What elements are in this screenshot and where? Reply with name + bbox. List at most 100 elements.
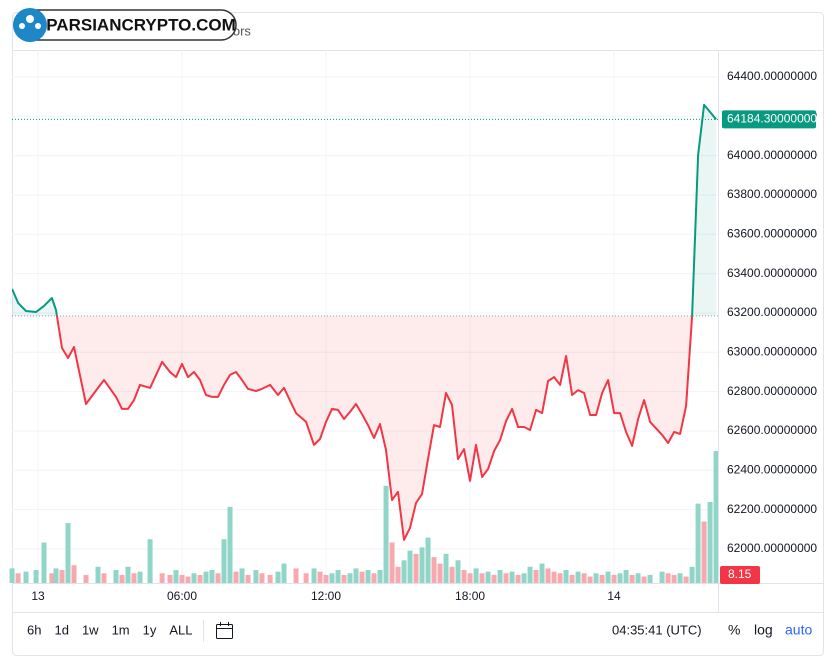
volume-bar xyxy=(83,574,89,583)
auto-toggle[interactable]: auto xyxy=(785,622,812,638)
volume-bar xyxy=(545,568,551,583)
volume-bar xyxy=(551,571,557,583)
volume-bar xyxy=(461,570,467,583)
x-tick-label: 12:00 xyxy=(311,589,341,603)
volume-bar xyxy=(419,547,425,583)
volume-bar xyxy=(49,573,55,583)
range-button[interactable]: 1m xyxy=(112,622,130,637)
y-tick-label: 62200.00000000 xyxy=(727,502,817,516)
logo-text: PARSIANCRYPTO.COM xyxy=(46,15,236,34)
volume-bar xyxy=(245,574,251,583)
x-tick-label: 13 xyxy=(31,589,45,603)
price-line-down xyxy=(55,315,694,541)
y-tick-label: 62800.00000000 xyxy=(727,384,817,398)
volume-bar xyxy=(431,557,437,583)
volume-bar xyxy=(359,571,365,583)
logo-icon xyxy=(13,8,47,42)
volume-bar xyxy=(395,566,401,583)
y-tick-label: 63400.00000000 xyxy=(727,266,817,280)
volume-bar xyxy=(281,563,287,583)
range-button[interactable]: 1w xyxy=(82,622,99,637)
volume-bar xyxy=(185,576,191,583)
volume-bar xyxy=(323,574,329,583)
volume-bar xyxy=(341,574,347,583)
range-button[interactable]: 1d xyxy=(54,622,68,637)
y-tick-label: 62600.00000000 xyxy=(727,423,817,437)
volume-bar xyxy=(53,568,59,583)
volume-bar xyxy=(569,574,575,583)
volume-bar xyxy=(125,566,131,583)
volume-bar xyxy=(647,574,653,583)
volume-bar xyxy=(581,573,587,583)
volume-bar xyxy=(527,566,533,583)
volume-bar xyxy=(491,574,497,583)
y-tick-label: 62000.00000000 xyxy=(727,541,817,555)
volume-bar xyxy=(347,573,353,583)
volume-bar xyxy=(365,570,371,583)
volume-bar xyxy=(623,570,629,583)
volume-bar xyxy=(443,553,449,583)
logo-icon-dot xyxy=(35,23,41,29)
volume-bar xyxy=(159,573,165,583)
volume-bar xyxy=(611,574,617,583)
range-button[interactable]: 1y xyxy=(143,622,157,637)
volume-bar xyxy=(137,571,143,583)
volume-bar xyxy=(563,570,569,583)
volume-bar xyxy=(383,485,389,583)
volume-bar xyxy=(497,570,503,583)
volume-bar xyxy=(131,573,137,583)
volume-bar xyxy=(191,573,197,583)
volume-bar xyxy=(437,563,443,583)
range-button[interactable]: ALL xyxy=(169,622,192,637)
x-tick-label: 18:00 xyxy=(455,589,485,603)
volume-bar xyxy=(575,571,581,583)
log-toggle[interactable]: log xyxy=(754,622,773,638)
volume-bar xyxy=(119,574,125,583)
calendar-box xyxy=(216,624,233,639)
volume-bar xyxy=(539,563,545,583)
y-tick-label: 64400.00000000 xyxy=(727,69,817,83)
volume-bar xyxy=(521,573,527,583)
volume-bar xyxy=(473,568,479,583)
calendar-icon[interactable] xyxy=(216,622,233,639)
volume-bar xyxy=(671,574,677,583)
range-button[interactable]: 6h xyxy=(27,622,41,637)
volume-bar xyxy=(275,571,281,583)
volume-bar xyxy=(203,571,209,583)
volume-bar xyxy=(479,573,485,583)
volume-tag xyxy=(720,566,760,584)
volume-bar xyxy=(629,574,635,583)
logo-icon-dot xyxy=(19,23,25,29)
volume-bar xyxy=(641,576,647,583)
volume-bar xyxy=(329,573,335,583)
volume-bar xyxy=(377,570,383,583)
volume-bar xyxy=(293,568,299,583)
area-below xyxy=(12,315,717,540)
volume-bar xyxy=(407,550,413,583)
y-tick-label: 62400.00000000 xyxy=(727,462,817,476)
volume-bar xyxy=(659,571,665,583)
logo-icon-dot xyxy=(26,15,34,23)
clock: 04:35:41 (UTC) xyxy=(612,622,702,637)
volume-bar xyxy=(593,573,599,583)
volume-bar xyxy=(713,450,719,583)
volume-bar xyxy=(197,574,203,583)
last-price-label: 64184.30000000 xyxy=(727,112,817,126)
volume-bar xyxy=(707,502,713,583)
volume-bar xyxy=(533,570,539,583)
volume-bar xyxy=(485,571,491,583)
volume-bar xyxy=(215,573,221,583)
volume-bar xyxy=(665,573,671,583)
volume-bar xyxy=(371,573,377,583)
last-price-tag xyxy=(722,110,816,129)
volume-bar xyxy=(509,571,515,583)
percent-toggle[interactable]: % xyxy=(728,622,740,638)
volume-bar xyxy=(101,573,107,583)
x-tick-label: 06:00 xyxy=(167,589,197,603)
volume-bar xyxy=(311,568,317,583)
volume-bar xyxy=(599,574,605,583)
volume-bar xyxy=(239,568,245,583)
volume-bar xyxy=(95,566,101,583)
volume-bar xyxy=(59,570,65,583)
